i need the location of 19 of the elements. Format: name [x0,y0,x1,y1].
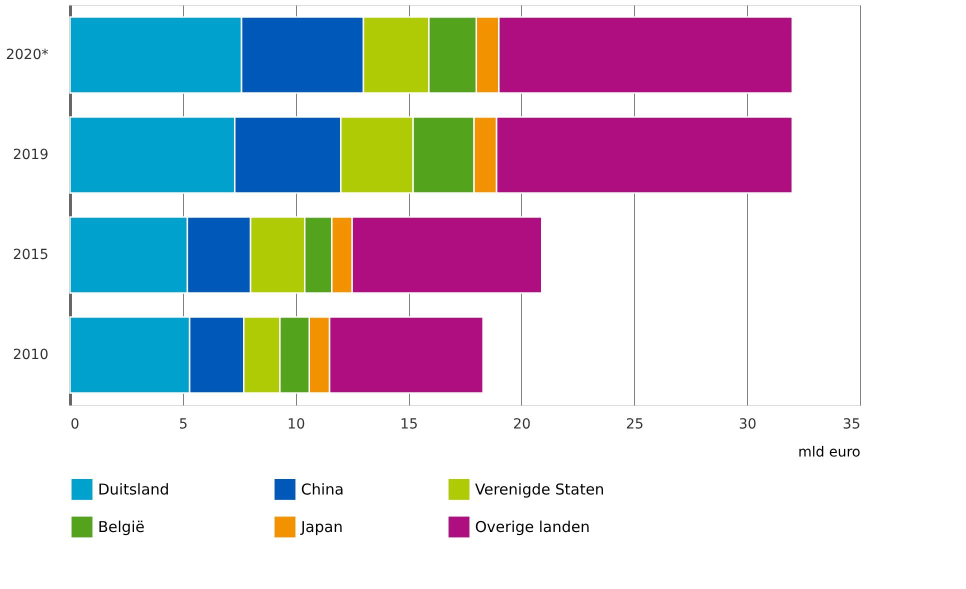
x-tick-label: 5 [178,416,188,432]
x-tick-label: 0 [70,416,80,432]
legend-label: Verenigde Staten [475,480,604,498]
x-tick-label: 20 [513,416,531,432]
y-tick-label: 2020* [6,47,48,63]
legend-label: Overige landen [475,518,590,536]
legend-label: China [301,480,344,498]
y-tick-label: 2010 [12,347,48,363]
x-tick-label: 25 [626,416,644,432]
legend-label: Japan [300,518,343,536]
legend-label: België [98,518,145,536]
legend-label: Duitsland [98,480,170,498]
y-tick-label: 2015 [12,247,48,263]
x-axis-title: mld euro [798,444,860,460]
x-tick-label: 10 [287,416,306,432]
x-tick-label: 35 [842,416,860,432]
x-tick-label: 15 [400,416,418,432]
y-tick-label: 2019 [12,147,48,163]
x-tick-label: 30 [738,416,757,432]
